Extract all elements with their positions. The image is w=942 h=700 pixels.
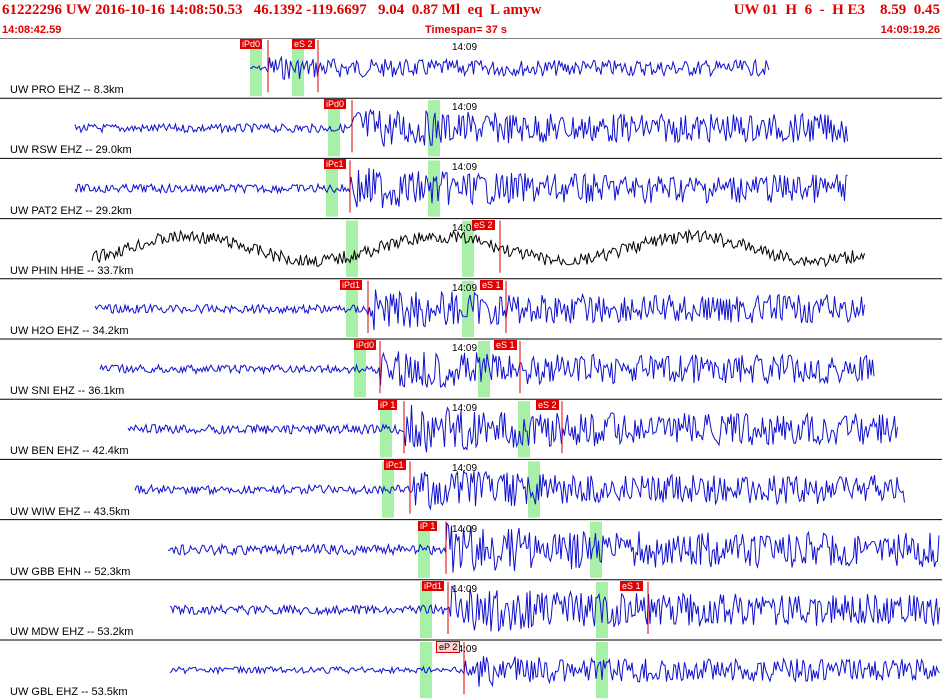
time-label: 14:09 <box>452 102 478 114</box>
phase-pick-tag[interactable]: iP 1 <box>418 520 438 531</box>
time-label: 14:09 <box>452 282 478 294</box>
phase-pick-tag[interactable]: iPc1 <box>384 460 406 471</box>
phase-pick-tag[interactable]: eS 1 <box>620 580 643 591</box>
trace-label: UW SNI EHZ -- 36.1km <box>10 385 125 398</box>
start-time: 14:08:42.59 <box>2 24 62 36</box>
trace-canvas <box>0 38 942 699</box>
time-label: 14:09 <box>452 222 478 234</box>
time-label: 14:09 <box>452 162 478 174</box>
waveform-trace[interactable] <box>94 289 865 331</box>
timespan: Timespan= 37 s <box>425 24 508 36</box>
event-summary: 61222296 UW 2016-10-16 14:08:50.53 46.13… <box>2 2 542 18</box>
time-label: 14:09 <box>452 523 478 535</box>
phase-pick-tag[interactable]: iPd0 <box>240 39 263 49</box>
waveform-trace[interactable] <box>167 522 940 573</box>
phase-pick-tag[interactable]: iPd0 <box>324 99 347 110</box>
time-label: 14:09 <box>452 583 478 595</box>
time-label: 14:09 <box>452 42 478 53</box>
phase-pick-tag[interactable]: eS 2 <box>472 219 495 230</box>
trace-label: UW PRO EHZ -- 8.3km <box>10 84 124 97</box>
pick-window <box>596 642 608 699</box>
station-info: UW 01 H 6 - H E3 8.59 0.45 <box>733 2 940 18</box>
pick-window <box>462 220 474 277</box>
phase-pick-tag[interactable]: iPd0 <box>354 340 377 350</box>
pick-window <box>292 40 304 97</box>
pick-window <box>518 401 530 458</box>
pick-window <box>590 521 602 578</box>
trace-label: UW WIW EHZ -- 43.5km <box>10 505 130 518</box>
trace-label: UW BEN EHZ -- 42.4km <box>10 445 129 458</box>
waveform-trace[interactable] <box>169 585 940 632</box>
time-label: 14:09 <box>452 403 478 415</box>
pick-window <box>354 341 366 398</box>
trace-label: UW PHIN HHE -- 33.7km <box>10 264 134 277</box>
phase-pick-tag[interactable]: iP 1 <box>378 400 398 411</box>
trace-label: UW RSW EHZ -- 29.0km <box>10 144 132 157</box>
waveform-trace[interactable] <box>91 228 865 268</box>
waveform-trace[interactable] <box>169 656 940 688</box>
phase-pick-tag[interactable]: iPd1 <box>422 580 445 591</box>
phase-pick-tag[interactable]: iPc1 <box>324 159 346 170</box>
time-label: 14:09 <box>452 343 478 354</box>
pick-window <box>382 461 394 518</box>
waveform-trace[interactable] <box>127 404 898 453</box>
pick-window <box>346 220 358 277</box>
pick-window <box>428 160 440 217</box>
phase-pick-tag[interactable]: eS 1 <box>480 279 503 290</box>
trace-label: UW GBL EHZ -- 53.5km <box>10 686 128 699</box>
trace-label: UW GBB EHN -- 52.3km <box>10 565 131 578</box>
end-time: 14:09:19.26 <box>880 24 940 36</box>
trace-label: UW PAT2 EHZ -- 29.2km <box>10 204 132 217</box>
time-label: 14:09 <box>452 644 478 655</box>
pick-window <box>418 521 430 578</box>
trace-label: UW MDW EHZ -- 53.2km <box>10 626 134 638</box>
pick-window <box>346 280 358 337</box>
phase-pick-tag[interactable]: eS 1 <box>494 340 517 350</box>
waveform-trace[interactable] <box>99 351 875 389</box>
trace-label: UW H2O EHZ -- 34.2km <box>10 325 129 337</box>
waveform-trace[interactable] <box>74 108 848 147</box>
time-label: 14:09 <box>452 463 478 475</box>
waveform-trace[interactable] <box>74 167 848 209</box>
pick-window <box>328 100 340 157</box>
phase-pick-tag[interactable]: eS 2 <box>536 400 559 411</box>
phase-pick-tag[interactable]: eS 2 <box>292 39 315 49</box>
pick-window <box>428 100 440 157</box>
event-header: 61222296 UW 2016-10-16 14:08:50.53 46.13… <box>0 0 942 38</box>
pick-window <box>380 401 392 458</box>
pick-window <box>596 581 608 638</box>
waveform-trace[interactable] <box>249 55 770 81</box>
waveform-trace[interactable] <box>134 469 905 511</box>
phase-pick-tag[interactable]: eP 2 <box>436 641 461 653</box>
pick-window <box>420 642 432 699</box>
phase-pick-tag[interactable]: iPd1 <box>340 279 363 290</box>
pick-window <box>528 461 540 518</box>
